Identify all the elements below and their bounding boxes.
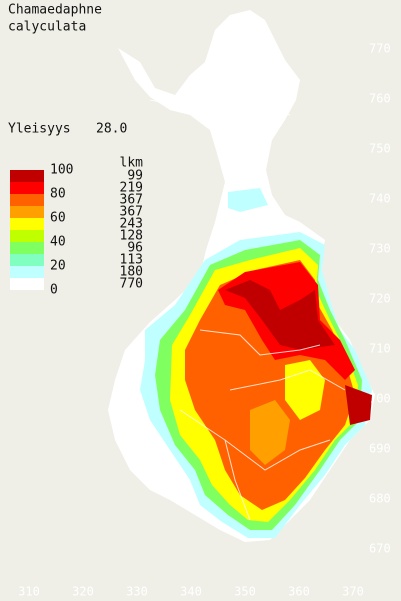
x-label: 330 <box>126 585 148 599</box>
y-label: 770 <box>369 42 391 56</box>
border <box>229 369 346 391</box>
border <box>179 409 251 521</box>
species-epithet: calyculata <box>8 20 86 35</box>
legend-swatch <box>10 278 44 290</box>
range-darkred-east <box>345 385 372 425</box>
class-count: 367 <box>120 205 143 220</box>
y-label: 740 <box>369 192 391 206</box>
class-count: 219 <box>120 181 143 196</box>
borders <box>149 99 346 521</box>
y-label: 730 <box>369 242 391 256</box>
frequency-value: 28.0 <box>96 122 127 137</box>
legend-swatch <box>10 170 44 182</box>
x-label: 360 <box>288 585 310 599</box>
x-label: 320 <box>72 585 94 599</box>
x-label: 340 <box>180 585 202 599</box>
y-label: 720 <box>369 292 391 306</box>
axes: 770 760 750 740 730 720 710 700 690 680 670 310 320 3… <box>18 42 391 599</box>
class-count: 113 <box>120 253 143 268</box>
legend-swatch <box>10 182 44 194</box>
class-count: 243 <box>120 217 143 232</box>
class-count: 770 <box>120 277 143 292</box>
x-label: 370 <box>342 585 364 599</box>
x-label: 310 <box>18 585 40 599</box>
range-yellow-core <box>250 400 290 465</box>
finland-map <box>108 10 375 542</box>
legend-swatch <box>10 206 44 218</box>
scale-label: 0 <box>50 283 58 298</box>
y-label: 710 <box>369 342 391 356</box>
legend-swatch <box>10 230 44 242</box>
species-genus: Chamaedaphne <box>8 3 102 18</box>
class-count: 96 <box>127 241 143 256</box>
range-darkred <box>225 280 335 350</box>
border <box>224 439 331 471</box>
legend-swatch <box>10 242 44 254</box>
y-label: 690 <box>369 442 391 456</box>
y-label: 680 <box>369 492 391 506</box>
class-count: 128 <box>120 229 143 244</box>
y-label: 700 <box>369 392 391 406</box>
scale-label: 60 <box>50 211 66 226</box>
y-label: 760 <box>369 92 391 106</box>
border <box>219 209 271 216</box>
scale-label: 20 <box>50 259 66 274</box>
class-count: 367 <box>120 193 143 208</box>
scale-label: 100 <box>50 163 73 178</box>
y-label: 670 <box>369 542 391 556</box>
scale-label: 40 <box>50 235 66 250</box>
scale-label: 80 <box>50 187 66 202</box>
class-count: 180 <box>120 265 143 280</box>
frequency-label: Yleisyys <box>8 122 71 137</box>
legend-swatch <box>10 218 44 230</box>
y-label: 750 <box>369 142 391 156</box>
border <box>149 99 291 116</box>
count-header: lkm <box>120 156 144 171</box>
x-label: 350 <box>234 585 256 599</box>
border <box>199 329 321 356</box>
legend-swatch <box>10 194 44 206</box>
range-cyan-north <box>228 188 268 212</box>
legend-swatch <box>10 266 44 278</box>
legend-swatch <box>10 254 44 266</box>
class-count: 99 <box>127 169 143 184</box>
